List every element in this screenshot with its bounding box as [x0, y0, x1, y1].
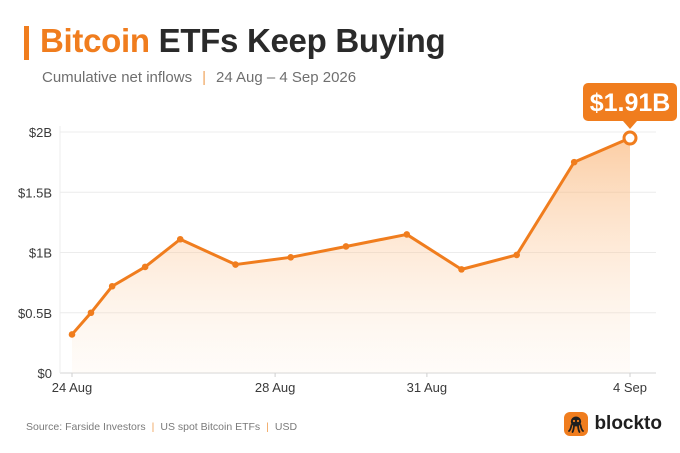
subtitle-date-range: 24 Aug – 4 Sep 2026 [215, 69, 357, 86]
subtitle-metric: Cumulative net inflows [42, 69, 193, 86]
data-point [513, 251, 521, 259]
value-callout: $1.91B [583, 83, 677, 129]
area-fill [72, 138, 630, 373]
data-point [141, 263, 149, 271]
data-point [176, 235, 184, 243]
data-points [68, 130, 638, 338]
y-tick-label: $1B [29, 246, 52, 261]
data-point [287, 254, 295, 261]
data-point [232, 261, 239, 268]
data-point [68, 331, 76, 338]
y-axis-labels: $0 $0.5B $1B $1.5B $2B [18, 125, 52, 381]
y-tick-label: $1.5B [18, 185, 52, 200]
data-point [342, 243, 350, 250]
footer-separator: | [266, 421, 269, 433]
y-tick-label: $2B [29, 125, 52, 140]
brand-logo: blockto [564, 412, 662, 436]
title-accent-bar [24, 26, 29, 60]
title-rest: ETFs Keep Buying [158, 22, 446, 59]
data-point [570, 158, 578, 166]
data-point [458, 266, 465, 273]
y-tick-label: $0 [38, 366, 52, 381]
x-tick-label: 28 Aug [255, 380, 296, 395]
subtitle-separator: | [202, 69, 206, 86]
footer-note: Source: Farside Investors | US spot Bitcoi… [26, 421, 297, 433]
y-tick-label: $0.5B [18, 306, 52, 321]
footer-currency: USD [274, 421, 298, 433]
callout-pointer [623, 121, 637, 129]
subtitle: Cumulative net inflows | 24 Aug – 4 Sep 20… [42, 69, 356, 86]
title-accent-word: Bitcoin [40, 22, 150, 59]
x-axis-labels: 24 Aug 28 Aug 31 Aug 4 Sep [52, 373, 647, 395]
footer-product: US spot Bitcoin ETFs [160, 421, 261, 433]
data-point [87, 309, 95, 317]
footer-separator: | [151, 421, 155, 433]
data-point [403, 231, 411, 238]
x-tick-label: 31 Aug [407, 380, 448, 395]
callout-box [583, 83, 677, 121]
octopus-logo-icon [564, 412, 589, 436]
data-point-highlight [622, 130, 638, 146]
page-title: Bitcoin ETFs Keep Buying [40, 22, 446, 60]
footer-source: Source: Farside Investors [26, 421, 146, 433]
x-tick-label: 4 Sep [613, 380, 647, 395]
data-point [108, 282, 116, 290]
x-tick-label: 24 Aug [52, 380, 93, 395]
callout-value: $1.91B [590, 89, 671, 117]
brand-name: blockto [594, 413, 662, 434]
